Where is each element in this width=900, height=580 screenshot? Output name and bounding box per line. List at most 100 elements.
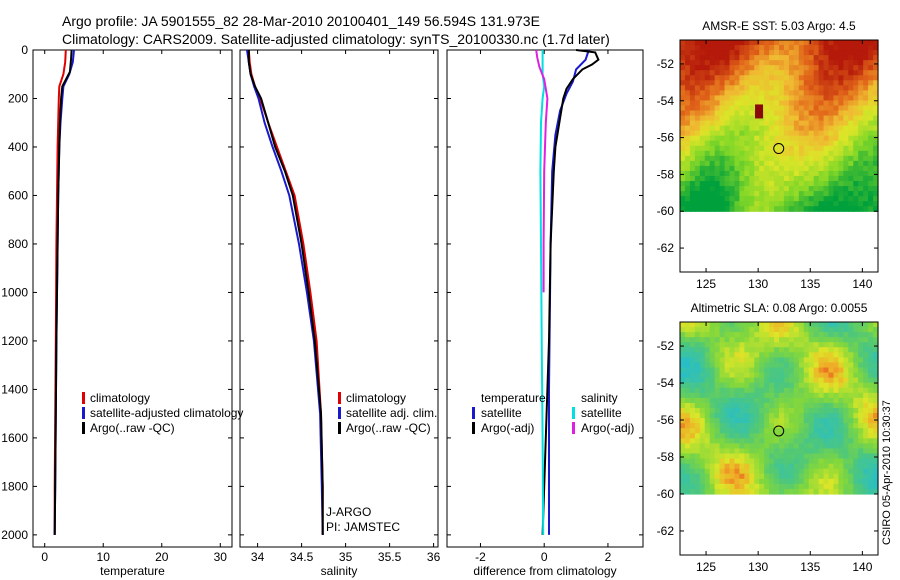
amsr_sst-cell (704, 115, 711, 122)
altimetric_sla-cell (699, 433, 706, 439)
amsr_sst-cell (714, 140, 721, 147)
amsr_sst-cell (843, 186, 849, 192)
altimetric_sla-cell (774, 372, 780, 379)
altimetric_sla-cell (788, 332, 795, 338)
legend-label: Argo(-adj) (581, 421, 634, 435)
amsr_sst-cell (818, 80, 825, 86)
amsr_sst-cell (813, 55, 820, 61)
amsr_sst-cell (739, 95, 745, 102)
amsr_sst-cell (868, 75, 874, 81)
amsr_sst-cell (714, 181, 721, 187)
amsr_sst-cell (769, 181, 775, 187)
altimetric_sla-cell (754, 468, 760, 475)
altimetric_sla-cell (734, 352, 740, 359)
amsr_sst-cell (803, 130, 810, 137)
amsr_sst-cell (823, 201, 830, 207)
altimetric_sla-cell (848, 463, 854, 470)
altimetric_sla-cell (808, 387, 815, 394)
altimetric_sla-cell (759, 423, 765, 429)
altimetric_sla-cell (729, 327, 736, 333)
amsr_sst-cell (709, 45, 716, 51)
altimetric_sla-cell (749, 322, 755, 328)
altimetric_sla-cell (813, 387, 820, 394)
altimetric_sla-cell (774, 418, 780, 424)
altimetric_sla-cell (848, 387, 854, 394)
altimetric_sla-cell (689, 327, 696, 333)
amsr_sst-cell (694, 65, 701, 71)
altimetric_sla-cell (729, 377, 736, 384)
amsr_sst-cell (843, 140, 849, 147)
altimetric_sla-cell (788, 433, 795, 439)
altimetric_sla-cell (709, 367, 716, 374)
altimetric_sla-cell (694, 382, 701, 389)
altimetric_sla-cell (739, 448, 745, 455)
altimetric_sla-cell (793, 342, 800, 348)
amsr_sst-cell (764, 201, 770, 207)
amsr_sst-cell (783, 40, 790, 46)
altimetric_sla-cell (704, 438, 711, 444)
amsr_sst-cell (848, 140, 854, 147)
altimetric_sla-cell (734, 362, 740, 369)
amsr_sst-cell (704, 95, 711, 102)
altimetric_sla-cell (704, 478, 711, 485)
altimetric_sla-cell (843, 423, 849, 429)
amsr_sst-cell (684, 45, 691, 51)
amsr_sst-cell (873, 40, 879, 46)
altimetric_sla-cell (724, 392, 731, 399)
altimetric_sla-cell (858, 468, 864, 475)
altimetric_sla-cell (729, 453, 736, 460)
amsr_sst-cell (853, 150, 859, 157)
amsr_sst-cell (694, 175, 701, 182)
amsr_sst-cell (724, 181, 731, 187)
altimetric_sla-cell (863, 397, 869, 404)
amsr_sst-cell (813, 145, 820, 152)
amsr_sst-cell (704, 196, 711, 202)
amsr_sst-cell (764, 85, 770, 91)
altimetric_sla-cell (754, 483, 760, 490)
legend-label: satellite (481, 406, 522, 420)
altimetric_sla-cell (739, 347, 745, 353)
amsr_sst-cell (868, 105, 874, 112)
altimetric_sla-cell (779, 438, 785, 444)
altimetric_sla-cell (848, 478, 854, 485)
altimetric_sla-cell (853, 347, 859, 353)
altimetric_sla-cell (684, 483, 691, 490)
amsr_sst-cell (734, 135, 740, 142)
amsr_sst-cell (848, 170, 854, 177)
amsr_sst-cell (739, 160, 745, 167)
altimetric_sla-cell (848, 347, 854, 353)
amsr_sst-cell (853, 110, 859, 117)
altimetric_sla-cell (803, 352, 810, 359)
amsr_sst-cell (684, 40, 691, 46)
amsr_sst-cell (729, 100, 736, 107)
amsr_sst-cell (729, 110, 736, 117)
amsr_sst-cell (873, 125, 879, 132)
amsr_sst-cell (724, 170, 731, 177)
altimetric_sla-cell (684, 332, 691, 338)
altimetric_sla-cell (843, 448, 849, 455)
altimetric_sla-cell (684, 428, 691, 434)
amsr_sst-cell (709, 175, 716, 182)
amsr_sst-cell (788, 145, 795, 152)
altimetric_sla-cell (724, 407, 731, 414)
amsr_sst-cell (818, 130, 825, 137)
altimetric_sla-cell (858, 352, 864, 359)
amsr_sst-cell (788, 55, 795, 61)
altimetric_sla-cell (803, 488, 810, 495)
altimetric_sla-cell (704, 372, 711, 379)
altimetric_sla-cell (724, 468, 731, 475)
altimetric_sla-cell (803, 428, 810, 434)
altimetric_sla-cell (764, 473, 770, 480)
amsr_sst-cell (779, 191, 785, 197)
amsr_sst-cell (694, 196, 701, 202)
altimetric_sla-cell (863, 387, 869, 394)
amsr_sst-cell (853, 125, 859, 132)
amsr_sst-cell (779, 125, 785, 132)
altimetric_sla-cell (709, 407, 716, 414)
altimetric_sla-cell (749, 402, 755, 409)
altimetric_sla-cell (734, 488, 740, 495)
altimetric_sla-cell (808, 337, 815, 343)
amsr_sst-cell (694, 115, 701, 122)
amsr_sst-cell (739, 206, 745, 212)
amsr_sst-cell (858, 145, 864, 152)
